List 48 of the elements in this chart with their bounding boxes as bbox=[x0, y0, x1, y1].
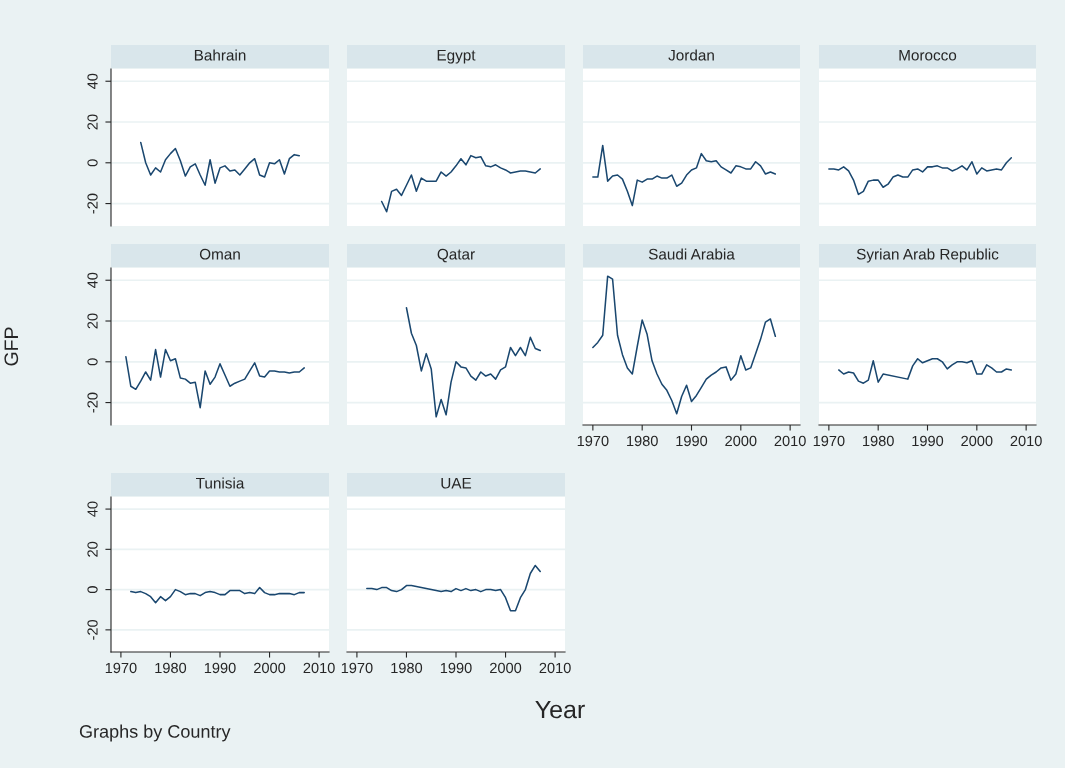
y-tick-label: 0 bbox=[87, 358, 98, 366]
y-tick-label: 0 bbox=[87, 586, 98, 594]
y-tick-label: 20 bbox=[87, 313, 98, 329]
x-tick-label: 1970 bbox=[813, 435, 845, 447]
x-tick-label: 1980 bbox=[627, 435, 658, 447]
x-tick-label: 2010 bbox=[774, 435, 806, 447]
y-tick-label: 0 bbox=[87, 159, 98, 167]
y-axis-title: GFP bbox=[4, 327, 19, 366]
x-tick-label: 1990 bbox=[440, 662, 472, 674]
x-axis-title: Year bbox=[535, 700, 585, 719]
line-series bbox=[125, 348, 305, 409]
x-tick-label: 2010 bbox=[1010, 435, 1042, 447]
x-tick-label: 1990 bbox=[912, 435, 944, 447]
chart-title: Syrian Arab Republic bbox=[856, 248, 999, 263]
x-tick-label: 2000 bbox=[725, 435, 757, 447]
x-tick-label: 1990 bbox=[676, 435, 708, 447]
x-tick-label: 1970 bbox=[105, 662, 137, 674]
y-tick-label: 40 bbox=[87, 272, 98, 289]
x-tick-label: 1980 bbox=[391, 662, 423, 674]
x-tick-label: 1980 bbox=[863, 435, 894, 447]
chart-title: Saudi Arabia bbox=[648, 248, 735, 260]
chart-title: Tunisia bbox=[196, 477, 245, 489]
y-tick-label: 20 bbox=[87, 114, 98, 130]
x-tick-label: 2010 bbox=[539, 662, 571, 674]
x-tick-label: 1970 bbox=[577, 435, 609, 447]
x-tick-label: 2010 bbox=[303, 662, 335, 674]
line-series bbox=[139, 141, 301, 186]
x-tick-label: 2000 bbox=[254, 662, 286, 674]
chart-title: Oman bbox=[199, 248, 240, 260]
x-tick-label: 1970 bbox=[341, 662, 373, 674]
x-tick-label: 2000 bbox=[961, 435, 993, 447]
y-tick-label: 20 bbox=[87, 541, 98, 557]
y-tick-label: -20 bbox=[87, 392, 98, 413]
chart-title: Qatar bbox=[437, 248, 475, 263]
chart-title: Egypt bbox=[437, 49, 476, 64]
y-tick-label: -20 bbox=[87, 193, 98, 214]
y-tick-label: 40 bbox=[87, 73, 98, 90]
y-tick-label: -20 bbox=[87, 619, 98, 640]
chart-title: Jordan bbox=[668, 49, 714, 61]
text: Graphs by Country bbox=[79, 724, 231, 742]
chart-title: UAE bbox=[441, 477, 472, 489]
x-tick-label: 1990 bbox=[204, 662, 236, 674]
line-series bbox=[130, 586, 305, 604]
y-tick-label: 40 bbox=[87, 501, 98, 517]
chart-title: Morocco bbox=[899, 49, 957, 61]
chart-title: Bahrain bbox=[194, 49, 246, 61]
x-tick-label: 1980 bbox=[155, 662, 187, 674]
x-tick-label: 2000 bbox=[490, 662, 522, 674]
